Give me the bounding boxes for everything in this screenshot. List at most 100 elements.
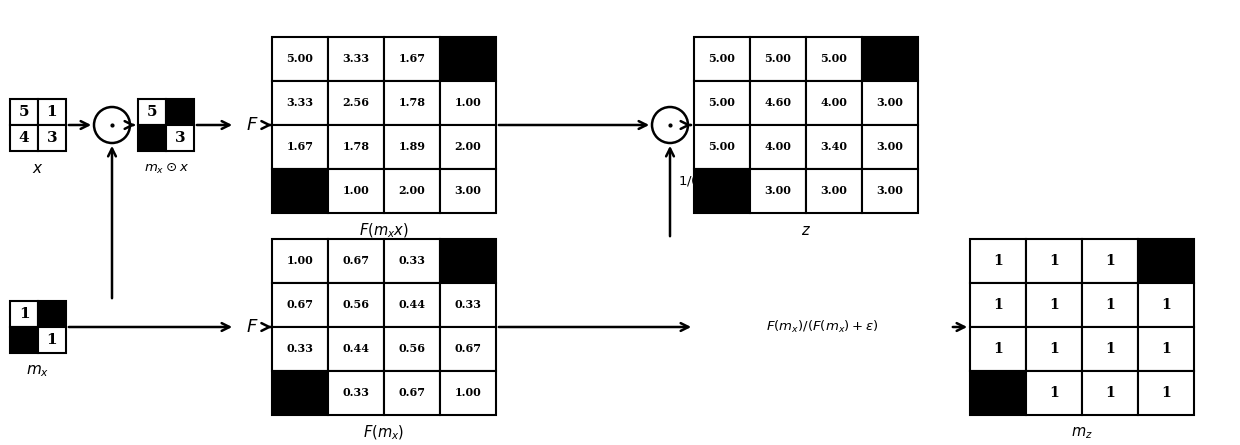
Bar (440, 169, 496, 213)
Text: 1: 1 (1105, 386, 1115, 400)
Text: 1.00: 1.00 (342, 186, 370, 197)
Bar (329, 81, 384, 125)
Bar (38, 301, 66, 327)
Bar (272, 327, 329, 371)
Bar (750, 81, 806, 125)
Bar (10, 327, 38, 353)
Text: 4.00: 4.00 (765, 142, 791, 153)
Text: 1.67: 1.67 (398, 53, 425, 65)
Text: 3.33: 3.33 (342, 53, 370, 65)
Bar (440, 283, 496, 327)
Bar (440, 81, 496, 125)
Text: 1.00: 1.00 (455, 97, 481, 109)
Text: 1: 1 (47, 333, 57, 347)
Text: 1: 1 (47, 105, 57, 119)
Text: $F(m_x x)$: $F(m_x x)$ (360, 222, 409, 240)
Bar (384, 239, 440, 283)
Text: 5.00: 5.00 (708, 142, 735, 153)
Bar (440, 371, 496, 415)
Bar (1083, 327, 1138, 371)
Bar (1138, 283, 1194, 327)
Bar (440, 125, 496, 169)
Bar (329, 327, 384, 371)
Text: 1: 1 (993, 254, 1003, 268)
Text: 0.56: 0.56 (342, 299, 370, 311)
Bar (750, 37, 806, 81)
Text: 2.00: 2.00 (398, 186, 425, 197)
Bar (10, 99, 38, 125)
Text: 3.00: 3.00 (455, 186, 481, 197)
Text: 5: 5 (19, 105, 30, 119)
Text: 0.44: 0.44 (342, 344, 370, 355)
Text: 5.00: 5.00 (286, 53, 314, 65)
Bar (272, 169, 329, 213)
Bar (862, 125, 918, 169)
Text: 0.33: 0.33 (342, 388, 370, 399)
Text: 3.00: 3.00 (877, 142, 904, 153)
Bar (970, 283, 1025, 327)
Text: 0.67: 0.67 (398, 388, 425, 399)
Text: 2.00: 2.00 (455, 142, 481, 153)
Bar (694, 81, 750, 125)
Bar (694, 125, 750, 169)
Text: $m_x$: $m_x$ (26, 363, 50, 379)
Text: 4: 4 (19, 131, 30, 145)
Bar (1138, 371, 1194, 415)
Bar (1083, 239, 1138, 283)
Text: 1: 1 (1049, 386, 1059, 400)
Bar (138, 125, 166, 151)
Bar (329, 283, 384, 327)
Bar (1025, 283, 1083, 327)
Bar (1138, 327, 1194, 371)
Bar (329, 239, 384, 283)
Text: 3.40: 3.40 (821, 142, 847, 153)
Text: 0.56: 0.56 (398, 344, 425, 355)
Text: 5.00: 5.00 (708, 53, 735, 65)
Bar (862, 37, 918, 81)
Text: $F$: $F$ (246, 116, 258, 134)
Bar (440, 327, 496, 371)
Text: 1: 1 (1161, 298, 1171, 312)
Bar (329, 37, 384, 81)
Text: 3.00: 3.00 (765, 186, 791, 197)
Bar (38, 125, 66, 151)
Bar (750, 125, 806, 169)
Text: 0.33: 0.33 (455, 299, 481, 311)
Text: 3.00: 3.00 (877, 186, 904, 197)
Text: 0.33: 0.33 (398, 255, 425, 267)
Bar (38, 99, 66, 125)
Bar (806, 125, 862, 169)
Bar (806, 169, 862, 213)
Bar (384, 169, 440, 213)
Bar (272, 37, 329, 81)
Bar (970, 371, 1025, 415)
Bar (329, 169, 384, 213)
Text: 1: 1 (1105, 254, 1115, 268)
Text: 0.67: 0.67 (342, 255, 370, 267)
Bar (1025, 371, 1083, 415)
Bar (329, 371, 384, 415)
Text: 1.67: 1.67 (286, 142, 314, 153)
Bar (694, 37, 750, 81)
Bar (970, 327, 1025, 371)
Text: 5: 5 (146, 105, 157, 119)
Text: 1: 1 (1105, 298, 1115, 312)
Text: $F$: $F$ (246, 318, 258, 336)
Bar (1083, 371, 1138, 415)
Text: 1.78: 1.78 (398, 97, 425, 109)
Text: 1: 1 (1161, 342, 1171, 356)
Text: 5.00: 5.00 (821, 53, 847, 65)
Text: 4.00: 4.00 (821, 97, 847, 109)
Bar (1025, 327, 1083, 371)
Bar (1083, 283, 1138, 327)
Text: 1.00: 1.00 (286, 255, 314, 267)
Bar (38, 327, 66, 353)
Bar (384, 37, 440, 81)
Text: $F(m_x)/(F(m_x)+\varepsilon)$: $F(m_x)/(F(m_x)+\varepsilon)$ (766, 319, 878, 335)
Bar (750, 169, 806, 213)
Bar (694, 169, 750, 213)
Bar (272, 239, 329, 283)
Text: $F(m_x)$: $F(m_x)$ (363, 424, 404, 442)
Bar (10, 125, 38, 151)
Bar (1025, 239, 1083, 283)
